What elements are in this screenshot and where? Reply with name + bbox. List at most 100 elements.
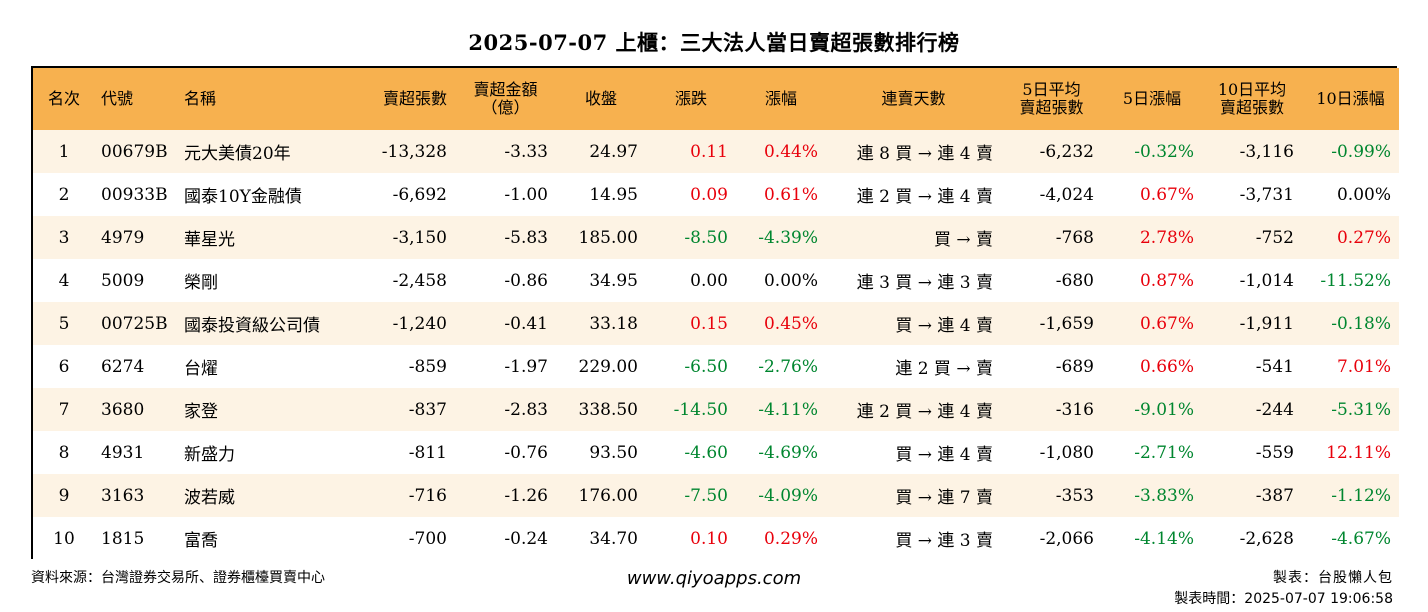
cell-change: 0.09 [690, 184, 728, 205]
cell-avg5: -689 [1055, 356, 1094, 377]
data-source: 資料來源：台灣證券交易所、證券櫃檯買賣中心 [31, 570, 325, 586]
cell-close: 14.95 [589, 184, 638, 205]
table-row: 8 4931 新盛力 -811 -0.76 93.50 -4.60 -4.69% 買 → 連 4… [33, 431, 1399, 474]
header-avg10-line1: 10日平均 [1217, 80, 1287, 99]
cell-avg10: -387 [1255, 485, 1294, 506]
cell-change: 0.10 [690, 528, 728, 549]
cell-pct10: -4.67% [1331, 528, 1391, 549]
cell-rank: 2 [58, 184, 70, 205]
cell-code: 1815 [101, 528, 145, 549]
cell-pct5: 0.87% [1139, 270, 1194, 291]
header-streak: 連賣天數 [881, 89, 946, 108]
cell-pct: -4.69% [758, 442, 818, 463]
cell-pct10: -1.12% [1331, 485, 1391, 506]
cell-close: 34.95 [589, 270, 638, 291]
cell-sell-amount: -0.24 [504, 528, 548, 549]
cell-streak: 連 8 買 → 連 4 賣 [856, 144, 993, 164]
cell-avg10: -2,628 [1239, 528, 1294, 549]
cell-close: 229.00 [578, 356, 638, 377]
header-avg5: 5日平均 賣超張數 [1001, 68, 1102, 130]
cell-avg5: -1,080 [1039, 442, 1094, 463]
header-sell-amount-line1: 賣超金額 [473, 80, 538, 99]
cell-rank: 4 [58, 270, 70, 291]
cell-pct5: -0.32% [1134, 141, 1194, 162]
cell-name: 國泰10Y金融債 [184, 187, 302, 207]
header-pct10: 10日漲幅 [1316, 89, 1385, 108]
cell-pct5: 0.67% [1139, 313, 1194, 334]
cell-rank: 5 [58, 313, 70, 334]
cell-pct5: -4.14% [1134, 528, 1194, 549]
cell-code: 5009 [101, 270, 145, 291]
header-avg10-line2: 賣超張數 [1219, 98, 1284, 117]
cell-name: 元大美債20年 [184, 144, 291, 164]
cell-sell-volume: -13,328 [381, 141, 447, 162]
table-row: 4 5009 榮剛 -2,458 -0.86 34.95 0.00 0.00% 連 3 買 → … [33, 259, 1399, 302]
header-rank: 名次 [47, 89, 80, 108]
cell-rank: 7 [58, 399, 70, 420]
cell-rank: 6 [58, 356, 70, 377]
cell-close: 24.97 [589, 141, 638, 162]
cell-pct: 0.61% [763, 184, 818, 205]
cell-close: 34.70 [589, 528, 638, 549]
cell-code: 3163 [101, 485, 145, 506]
website-link[interactable]: www.qiyoapps.com [626, 568, 802, 589]
cell-name: 台燿 [184, 359, 218, 379]
cell-sell-volume: -6,692 [392, 184, 447, 205]
cell-sell-volume: -1,240 [392, 313, 447, 334]
cell-sell-volume: -859 [408, 356, 447, 377]
cell-pct10: 12.11% [1326, 442, 1391, 463]
cell-rank: 8 [58, 442, 70, 463]
cell-pct: 0.29% [763, 528, 818, 549]
cell-sell-amount: -0.76 [504, 442, 548, 463]
cell-rank: 10 [53, 528, 75, 549]
cell-sell-volume: -3,150 [392, 227, 447, 248]
cell-sell-amount: -0.86 [504, 270, 548, 291]
cell-streak: 連 2 買 → 連 4 賣 [856, 187, 993, 207]
cell-sell-volume: -716 [408, 485, 447, 506]
table-row: 9 3163 波若威 -716 -1.26 176.00 -7.50 -4.09% 買 → 連 … [33, 474, 1399, 517]
table-row: 1 00679B 元大美債20年 -13,328 -3.33 24.97 0.11 0.44%… [33, 130, 1399, 173]
header-pct: 漲幅 [764, 89, 797, 108]
cell-name: 家登 [184, 402, 218, 422]
maker-label: 製表：台股懶人包 [1273, 570, 1393, 586]
cell-avg10: -541 [1255, 356, 1294, 377]
table-row: 5 00725B 國泰投資級公司債 -1,240 -0.41 33.18 0.15 0.45%… [33, 302, 1399, 345]
cell-close: 185.00 [578, 227, 638, 248]
cell-streak: 買 → 連 3 賣 [895, 531, 993, 551]
header-close: 收盤 [584, 89, 617, 108]
header-code: 代號 [101, 89, 134, 108]
cell-close: 33.18 [589, 313, 638, 334]
cell-avg10: -3,731 [1239, 184, 1294, 205]
cell-change: -4.60 [684, 442, 728, 463]
header-avg5-line1: 5日平均 [1022, 80, 1081, 99]
header-change: 漲跌 [674, 89, 707, 108]
header-avg10: 10日平均 賣超張數 [1202, 68, 1302, 130]
cell-avg5: -2,066 [1039, 528, 1094, 549]
cell-pct5: -2.71% [1134, 442, 1194, 463]
cell-sell-amount: -1.26 [504, 485, 548, 506]
cell-avg5: -353 [1055, 485, 1094, 506]
cell-sell-volume: -2,458 [392, 270, 447, 291]
cell-rank: 3 [58, 227, 70, 248]
cell-name: 富喬 [184, 531, 218, 551]
cell-name: 波若威 [184, 488, 235, 508]
cell-code: 00725B [101, 313, 168, 334]
cell-avg10: -3,116 [1239, 141, 1294, 162]
cell-pct10: -0.18% [1331, 313, 1391, 334]
header-pct5: 5日漲幅 [1122, 89, 1182, 108]
cell-name: 新盛力 [184, 445, 235, 465]
cell-change: -8.50 [684, 227, 728, 248]
cell-change: 0.11 [690, 141, 728, 162]
table-row: 3 4979 華星光 -3,150 -5.83 185.00 -8.50 -4.39% 買 → … [33, 216, 1399, 259]
cell-code: 4979 [101, 227, 145, 248]
cell-pct: -2.76% [758, 356, 818, 377]
header-sell-volume: 賣超張數 [382, 89, 447, 108]
cell-pct: 0.45% [763, 313, 818, 334]
cell-name: 國泰投資級公司債 [184, 316, 320, 336]
cell-streak: 買 → 連 4 賣 [895, 445, 993, 465]
cell-avg5: -680 [1055, 270, 1094, 291]
cell-pct: -4.09% [758, 485, 818, 506]
cell-code: 00933B [101, 184, 168, 205]
cell-pct5: 0.67% [1139, 184, 1194, 205]
made-time: 製表時間：2025-07-07 19:06:58 [1174, 591, 1393, 607]
